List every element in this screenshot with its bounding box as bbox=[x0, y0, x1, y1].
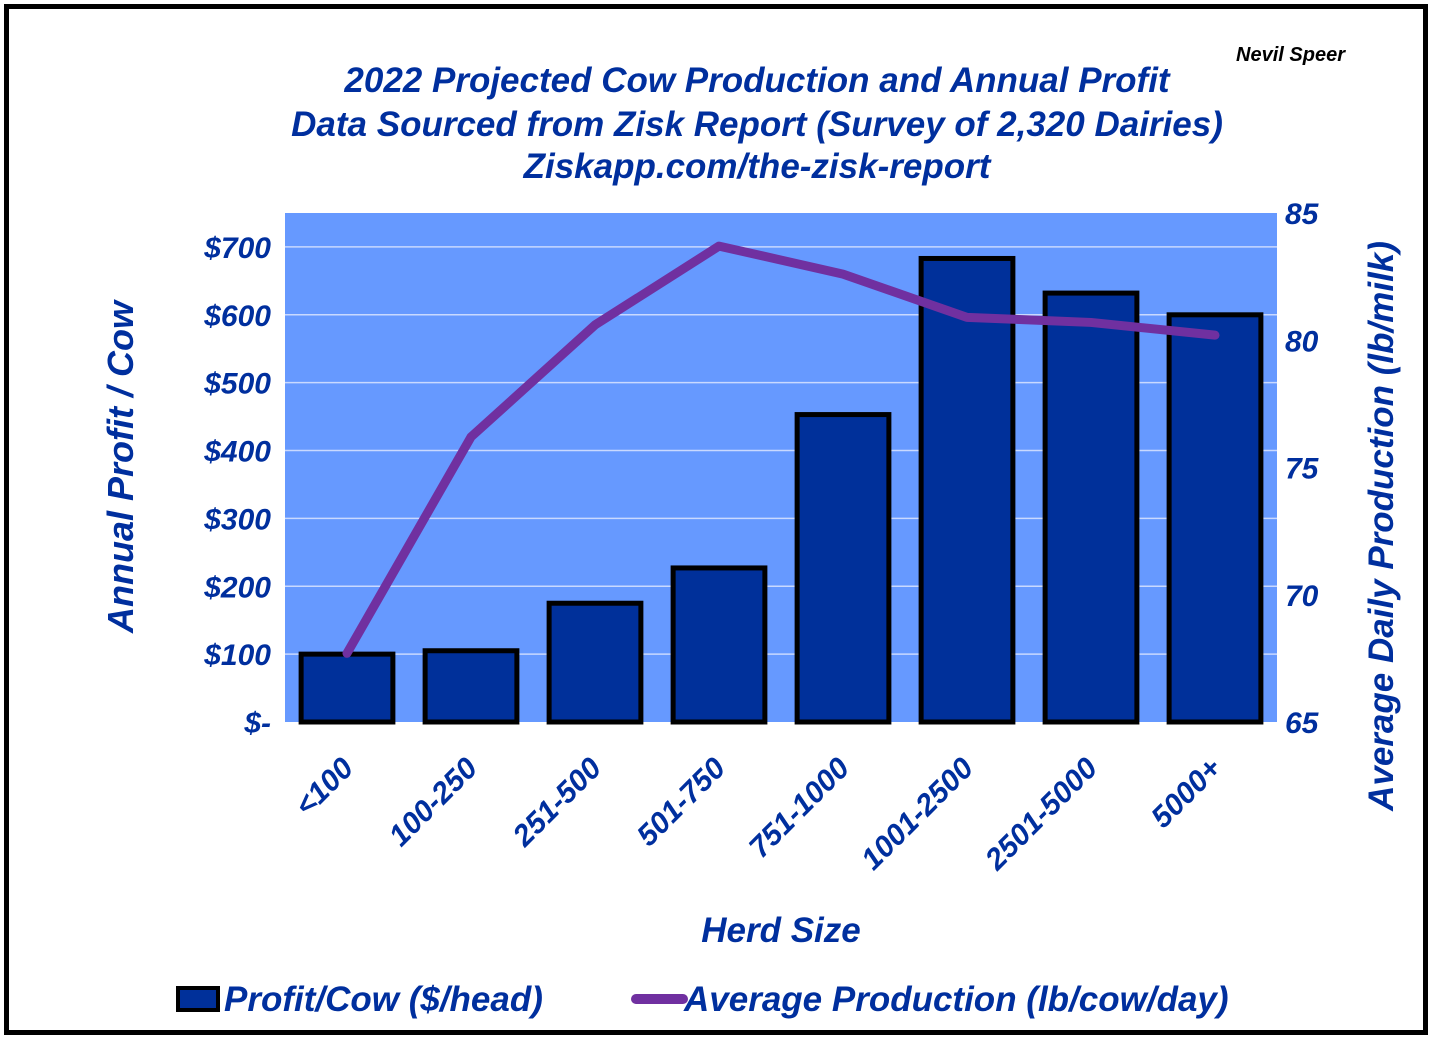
chart-title-line-3: Ziskapp.com/the-zisk-report bbox=[523, 147, 992, 186]
y2-tick-label: 80 bbox=[1285, 325, 1319, 358]
x-tick-label: <100 bbox=[289, 751, 360, 822]
line-series-path bbox=[342, 241, 1220, 658]
y-tick-label: $400 bbox=[203, 436, 271, 469]
chart-title-line-2: Data Sourced from Zisk Report (Survey of… bbox=[291, 105, 1223, 144]
line-series bbox=[342, 241, 1220, 658]
y-tick-label: $500 bbox=[203, 368, 271, 401]
x-axis-title: Herd Size bbox=[701, 911, 861, 950]
y-tick-label: $100 bbox=[203, 639, 271, 672]
bar bbox=[794, 412, 892, 725]
y-axis-right-ticks: 65 70 75 80 85 bbox=[1285, 198, 1320, 740]
bar-series bbox=[298, 255, 1264, 725]
y-tick-label: $- bbox=[243, 707, 271, 740]
x-tick-label: 751-1000 bbox=[743, 751, 856, 864]
legend-line-label: Average Production (lb/cow/day) bbox=[683, 980, 1229, 1019]
y2-axis-title: Average Daily Production (lb/milk) bbox=[1362, 241, 1401, 812]
bar bbox=[670, 565, 768, 725]
x-tick-label: 251-500 bbox=[506, 751, 608, 853]
x-tick-label: 2501-5000 bbox=[978, 751, 1104, 877]
x-tick-label: 5000+ bbox=[1145, 752, 1228, 835]
chart-title-line-1: 2022 Projected Cow Production and Annual… bbox=[343, 61, 1171, 100]
bar bbox=[918, 255, 1016, 725]
attribution: Nevil Speer bbox=[1236, 44, 1346, 66]
y2-tick-label: 70 bbox=[1285, 580, 1319, 613]
y2-tick-label: 85 bbox=[1285, 198, 1320, 231]
y-tick-label: $200 bbox=[203, 571, 271, 604]
legend-bar-label: Profit/Cow ($/head) bbox=[224, 980, 543, 1019]
y-tick-label: $700 bbox=[203, 232, 271, 265]
x-axis-ticks: <100 100-250 251-500 501-750 751-1000 1001-25… bbox=[289, 751, 1228, 877]
legend-bar-swatch bbox=[176, 986, 220, 1012]
y2-tick-label: 65 bbox=[1285, 707, 1320, 740]
legend: Profit/Cow ($/head) Average Production (… bbox=[176, 980, 1229, 1019]
bar bbox=[1166, 312, 1264, 725]
y-tick-label: $300 bbox=[203, 503, 271, 536]
y-tick-label: $600 bbox=[203, 300, 271, 333]
y2-tick-label: 75 bbox=[1285, 453, 1320, 486]
bar bbox=[1042, 290, 1140, 725]
x-tick-label: 1001-2500 bbox=[855, 751, 980, 876]
x-tick-label: 501-750 bbox=[631, 751, 732, 852]
y-axis-left-ticks: $- $100 $200 $300 $400 $500 $600 $700 bbox=[203, 232, 271, 740]
y-axis-title: Annual Profit / Cow bbox=[100, 299, 141, 634]
x-tick-label: 100-250 bbox=[383, 751, 484, 852]
bar bbox=[298, 651, 396, 725]
bar bbox=[546, 600, 644, 725]
bar bbox=[422, 648, 520, 725]
